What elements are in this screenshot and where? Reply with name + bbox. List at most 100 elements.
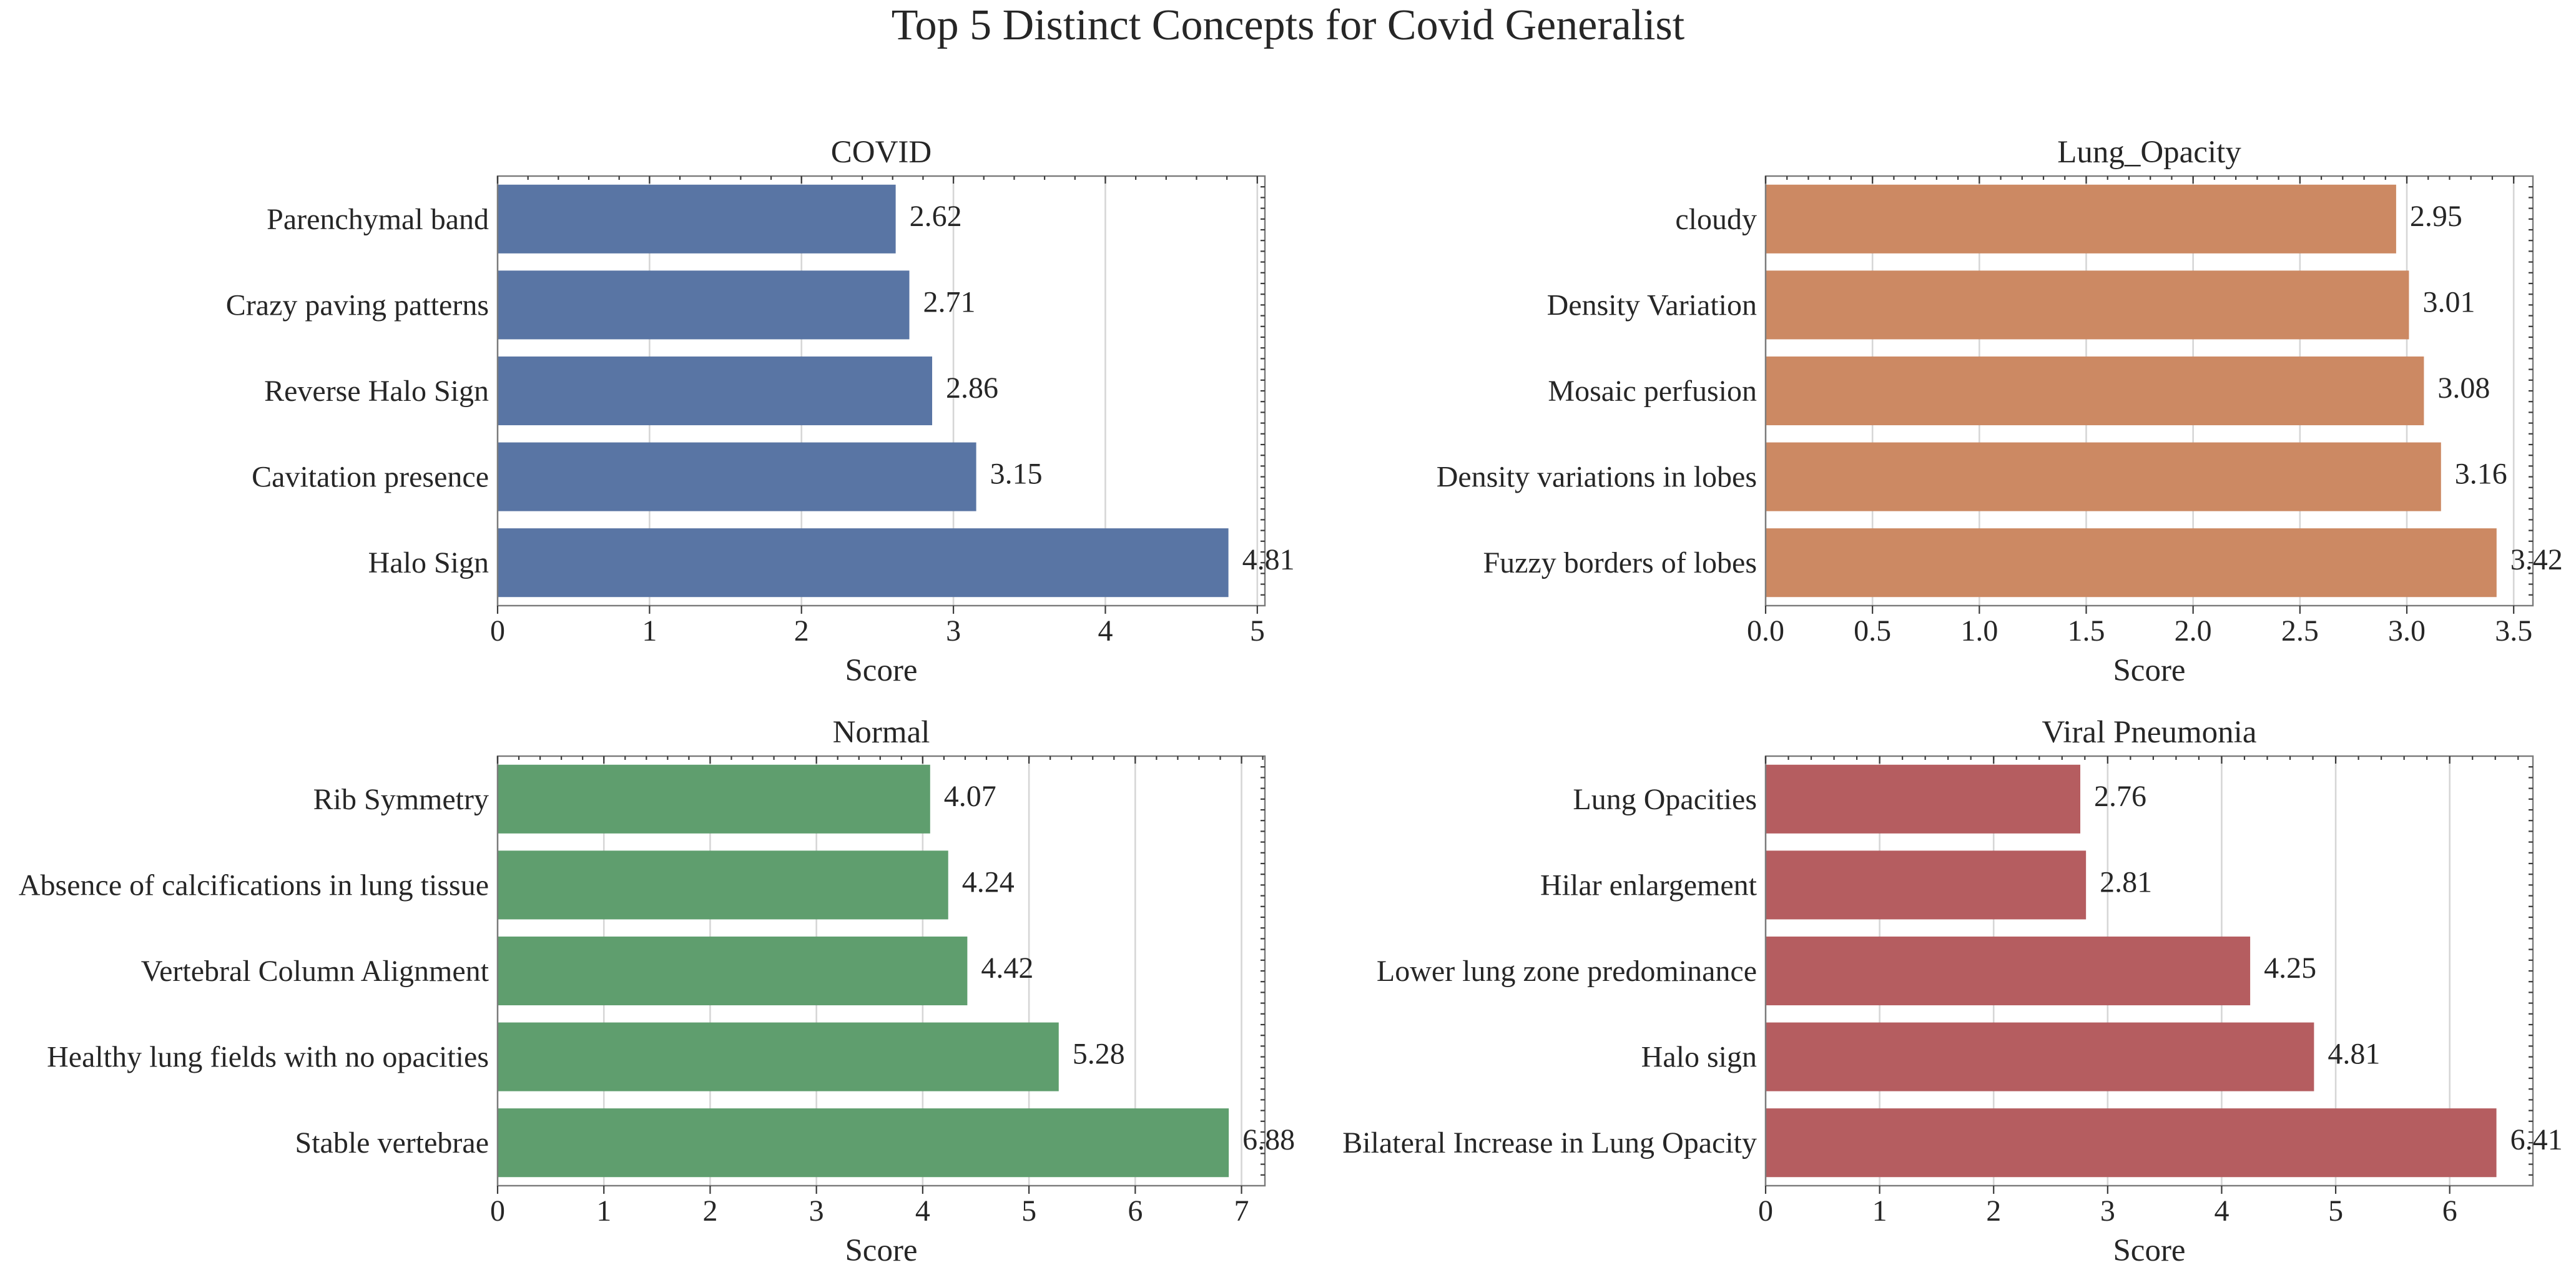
covid-x-tick-labels: 0 1 2 3 4 5	[490, 614, 1265, 647]
viral-pneumonia-bar-2	[1766, 936, 2251, 1006]
normal-x-tick-label-4: 4	[915, 1194, 930, 1228]
viral-pneumonia-value-labels: 2.76 2.81 4.25 4.81 6.41	[2094, 780, 2563, 1156]
lung-opacity-x-tick-label-5: 2.5	[2281, 614, 2319, 647]
viral-pneumonia-x-tick-label-1: 1	[1872, 1194, 1887, 1228]
normal-x-tick-label-1: 1	[596, 1194, 611, 1228]
viral-pneumonia-category-label-2: Lower lung zone predominance	[1377, 955, 1757, 988]
covid-value-labels: 2.62 2.71 2.86 3.15 4.81	[910, 200, 1295, 576]
normal-title: Normal	[833, 715, 930, 750]
normal-x-tick-label-7: 7	[1234, 1194, 1249, 1228]
normal-x-tick-label-3: 3	[809, 1194, 824, 1228]
viral-pneumonia-category-labels: Lung Opacities Hilar enlargement Lower lun…	[1342, 783, 1757, 1159]
lung-opacity-title: Lung_Opacity	[2057, 135, 2241, 170]
normal-bar-4	[498, 1108, 1229, 1178]
covid-subplot: COVID Parenchymal band Crazy paving patter…	[226, 135, 1295, 688]
covid-value-label-3: 3.15	[990, 458, 1043, 491]
normal-x-tick-label-6: 6	[1128, 1194, 1143, 1228]
viral-pneumonia-value-label-1: 2.81	[2100, 865, 2152, 898]
normal-bar-2	[498, 936, 968, 1006]
viral-pneumonia-x-tick-label-0: 0	[1758, 1194, 1773, 1228]
lung-opacity-x-tick-label-0: 0.0	[1747, 614, 1784, 647]
viral-pneumonia-x-tick-label-5: 5	[2328, 1194, 2343, 1228]
lung-opacity-value-label-4: 3.42	[2510, 543, 2563, 576]
viral-pneumonia-value-label-3: 4.81	[2328, 1038, 2380, 1071]
subplot-grid: COVID Parenchymal band Crazy paving patter…	[19, 135, 2563, 1268]
normal-bar-3	[498, 1022, 1059, 1091]
lung-opacity-category-label-3: Density variations in lobes	[1437, 461, 1757, 494]
viral-pneumonia-title: Viral Pneumonia	[2042, 715, 2257, 750]
normal-category-label-0: Rib Symmetry	[313, 783, 489, 816]
figure-title: Top 5 Distinct Concepts for Covid Genera…	[892, 1, 1685, 49]
covid-value-label-0: 2.62	[910, 200, 962, 233]
covid-category-label-2: Reverse Halo Sign	[264, 375, 489, 408]
normal-bars	[498, 764, 1229, 1178]
covid-bar-0	[498, 184, 896, 254]
normal-value-labels: 4.07 4.24 4.42 5.28 6.88	[944, 780, 1295, 1156]
lung-opacity-category-label-0: cloudy	[1675, 203, 1757, 236]
viral-pneumonia-category-label-1: Hilar enlargement	[1540, 869, 1757, 902]
lung-opacity-bar-0	[1766, 184, 2396, 254]
normal-x-tick-label-0: 0	[490, 1194, 505, 1228]
normal-category-labels: Rib Symmetry Absence of calcifications in…	[19, 783, 489, 1159]
lung-opacity-category-label-4: Fuzzy borders of lobes	[1483, 546, 1757, 579]
covid-x-tick-label-4: 4	[1098, 614, 1113, 647]
covid-x-tick-label-0: 0	[490, 614, 505, 647]
lung-opacity-value-label-1: 3.01	[2422, 285, 2475, 318]
viral-pneumonia-bar-1	[1766, 850, 2087, 920]
viral-pneumonia-bar-0	[1766, 764, 2081, 834]
viral-pneumonia-x-tick-labels: 0 1 2 3 4 5 6	[1758, 1194, 2457, 1228]
normal-category-label-2: Vertebral Column Alignment	[141, 955, 489, 988]
lung-opacity-x-tick-label-2: 1.0	[1960, 614, 1998, 647]
viral-pneumonia-bar-3	[1766, 1022, 2314, 1091]
viral-pneumonia-category-label-3: Halo sign	[1641, 1041, 1757, 1074]
lung-opacity-value-label-2: 3.08	[2437, 372, 2490, 405]
lung-opacity-ticks	[1764, 176, 2533, 614]
lung-opacity-bar-3	[1766, 442, 2441, 511]
covid-bar-2	[498, 356, 933, 426]
lung-opacity-category-label-1: Density Variation	[1547, 288, 1757, 322]
viral-pneumonia-subplot: Viral Pneumonia Lung Opacities Hilar enlar…	[1342, 715, 2562, 1268]
lung-opacity-x-tick-label-6: 3.0	[2388, 614, 2426, 647]
covid-x-tick-label-1: 1	[642, 614, 657, 647]
lung-opacity-category-label-2: Mosaic perfusion	[1548, 375, 1757, 408]
viral-pneumonia-bars	[1766, 764, 2497, 1178]
normal-bar-1	[498, 850, 948, 920]
lung-opacity-bar-4	[1766, 528, 2497, 598]
normal-ticks	[496, 756, 1265, 1194]
covid-category-label-3: Cavitation presence	[252, 461, 489, 494]
viral-pneumonia-x-tick-label-3: 3	[2100, 1194, 2115, 1228]
lung-opacity-x-tick-label-4: 2.0	[2175, 614, 2212, 647]
lung-opacity-category-labels: cloudy Density Variation Mosaic perfusion D…	[1437, 203, 1757, 579]
normal-x-tick-labels: 0 1 2 3 4 5 6 7	[490, 1194, 1249, 1228]
viral-pneumonia-category-label-0: Lung Opacities	[1573, 783, 1757, 816]
lung-opacity-bar-2	[1766, 356, 2424, 426]
normal-x-axis-label: Score	[845, 1233, 917, 1268]
normal-value-label-2: 4.42	[981, 952, 1033, 985]
covid-value-label-2: 2.86	[946, 372, 998, 405]
covid-bars	[498, 184, 1229, 598]
lung-opacity-value-label-3: 3.16	[2455, 458, 2507, 491]
normal-x-tick-label-5: 5	[1021, 1194, 1036, 1228]
covid-bar-1	[498, 270, 910, 340]
covid-title: COVID	[831, 135, 932, 170]
viral-pneumonia-x-tick-label-2: 2	[1986, 1194, 2001, 1228]
lung-opacity-bar-1	[1766, 270, 2409, 340]
lung-opacity-x-axis-label: Score	[2113, 653, 2185, 688]
normal-subplot: Normal Rib Symmetry Absence of calcificati…	[19, 715, 1295, 1268]
covid-value-label-4: 4.81	[1242, 543, 1295, 576]
normal-category-label-3: Healthy lung fields with no opacities	[47, 1041, 489, 1074]
normal-category-label-4: Stable vertebrae	[295, 1126, 489, 1159]
covid-category-label-4: Halo Sign	[368, 546, 489, 579]
covid-bar-3	[498, 442, 976, 511]
viral-pneumonia-value-label-4: 6.41	[2510, 1123, 2563, 1156]
lung-opacity-x-tick-label-1: 0.5	[1854, 614, 1891, 647]
normal-value-label-4: 6.88	[1242, 1123, 1295, 1156]
viral-pneumonia-x-tick-label-4: 4	[2214, 1194, 2229, 1228]
normal-category-label-1: Absence of calcifications in lung tissue	[19, 869, 489, 902]
normal-bar-0	[498, 764, 930, 834]
covid-category-label-0: Parenchymal band	[267, 203, 489, 236]
viral-pneumonia-x-tick-label-6: 6	[2442, 1194, 2457, 1228]
covid-x-tick-label-2: 2	[794, 614, 809, 647]
